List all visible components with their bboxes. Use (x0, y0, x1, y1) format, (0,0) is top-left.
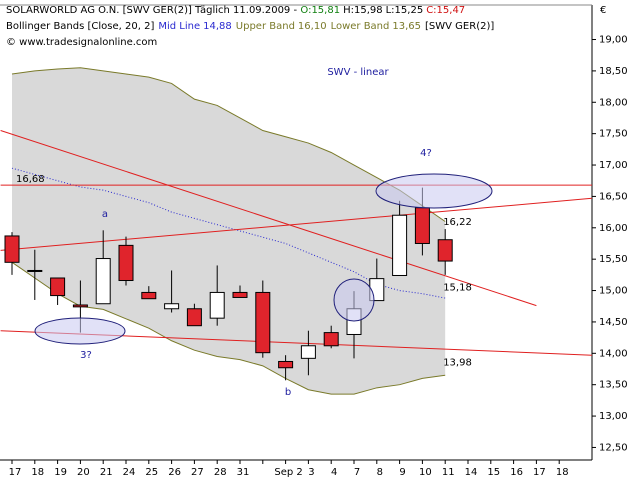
mark-label: a (102, 209, 108, 220)
annotation: SWV - linear (327, 67, 389, 78)
ohlc: H:15,98 (343, 5, 383, 16)
trendline-label: 15,18 (443, 282, 472, 293)
trendline-label: 13,98 (443, 358, 472, 369)
trendline-label: 16,68 (16, 174, 45, 185)
candle-body (164, 303, 180, 310)
x-tick-label: 14 (465, 467, 478, 478)
trendline (0, 197, 593, 251)
x-tick-label: 3 (308, 467, 314, 478)
mark-label: 3? (80, 350, 92, 361)
copyright: © www.tradesignalonline.com (6, 37, 157, 48)
x-tick-label: 28 (214, 467, 227, 478)
x-tick-label: 16 (510, 467, 523, 478)
legend-value: 13,65 (392, 21, 421, 32)
header: SOLARWORLD AG O.N. [SWV GER(2)] Täglich … (6, 5, 494, 48)
candle-body (392, 214, 408, 276)
indicator-suffix: [SWV GER(2)] (425, 21, 494, 32)
ellipses (34, 173, 493, 345)
candle-body (50, 277, 66, 297)
x-tick-label: 24 (123, 467, 136, 478)
x-tick-label: 9 (399, 467, 405, 478)
ohlc: L:15,25 (386, 5, 424, 16)
x-tick-label: 19 (54, 467, 67, 478)
x-tick-label: 27 (191, 467, 204, 478)
x-tick-label: 15 (487, 467, 500, 478)
y-tick-label: 13,00 (599, 411, 628, 422)
candle-body (141, 291, 157, 300)
y-tick-label: 18,50 (599, 66, 628, 77)
candle-body (437, 239, 453, 262)
candle-body (95, 258, 111, 305)
candle-body (209, 291, 225, 319)
x-tick-label: 11 (442, 467, 455, 478)
legend: Bollinger Bands [Close, 20, 2] Mid Line 14… (6, 21, 494, 32)
indicator: Bollinger Bands [Close, 20, 2] (6, 21, 154, 32)
x-tick-label: 10 (419, 467, 432, 478)
y-tick-label: 14,00 (599, 348, 628, 359)
mid-line (11, 167, 446, 299)
legend-entry: Upper Band (236, 21, 295, 32)
y-tick-label: 17,50 (599, 129, 628, 140)
legend-entry: Lower Band (331, 21, 390, 32)
ohlc: O:15,81 (300, 5, 340, 16)
candle-body (72, 304, 88, 308)
ellipse (333, 278, 375, 322)
y-tick-label: 16,00 (599, 223, 628, 234)
x-tick-label: 21 (100, 467, 113, 478)
y-tick-label: 17,00 (599, 160, 628, 171)
x-tick-label: 31 (237, 467, 250, 478)
y-tick-label: 12,50 (599, 442, 628, 453)
band-line (11, 67, 446, 222)
y-tick-label: 16,50 (599, 191, 628, 202)
candle-body (255, 291, 271, 354)
y-tick-label: 19,00 (599, 35, 628, 46)
y-tick-label: 18,00 (599, 97, 628, 108)
ohlc: C:15,47 (426, 5, 465, 16)
x-tick-label: 25 (145, 467, 158, 478)
band-fill (12, 67, 446, 395)
x-tick-label: 17 (533, 467, 546, 478)
x-tick-label: 18 (556, 467, 569, 478)
candle-body (4, 235, 20, 263)
candle-body (232, 291, 248, 298)
legend-value: 16,10 (298, 21, 327, 32)
legend-entry: Mid Line (158, 21, 200, 32)
y-tick-label: 15,00 (599, 286, 628, 297)
candle-body (278, 360, 294, 369)
ellipse (375, 173, 493, 209)
x-tick-label: 20 (77, 467, 90, 478)
trendline-label: 16,22 (443, 217, 472, 228)
x-tick-label: 18 (31, 467, 44, 478)
candle-body (300, 345, 316, 359)
x-tick-label: 17 (9, 467, 22, 478)
candle-body (27, 269, 43, 272)
legend-value: 14,88 (203, 21, 232, 32)
x-tick-label: 26 (168, 467, 181, 478)
x-tick-label: 8 (377, 467, 383, 478)
plot-area: 12,50 13,00 13,50 14,00 14,50 15,00 15,50 16,00… (0, 4, 628, 478)
candle-body (186, 308, 202, 327)
trendline (0, 130, 537, 307)
x-tick-label: 4 (331, 467, 337, 478)
candle-body (414, 207, 430, 244)
y-tick-label: 15,50 (599, 254, 628, 265)
header-title: SOLARWORLD AG O.N. [SWV GER(2)] Täglich … (6, 5, 297, 16)
mark-label: b (285, 387, 291, 398)
candle-body (118, 244, 134, 282)
currency: € (600, 5, 606, 16)
mark-label: 4? (420, 148, 432, 159)
ellipse (34, 317, 126, 345)
candle-body (323, 332, 339, 347)
y-tick-label: 14,50 (599, 317, 628, 328)
x-tick-label: Sep 2 (274, 467, 302, 478)
x-tick-label: 7 (354, 467, 360, 478)
header-line: SOLARWORLD AG O.N. [SWV GER(2)] Täglich … (6, 5, 465, 16)
y-tick-label: 13,50 (599, 380, 628, 391)
